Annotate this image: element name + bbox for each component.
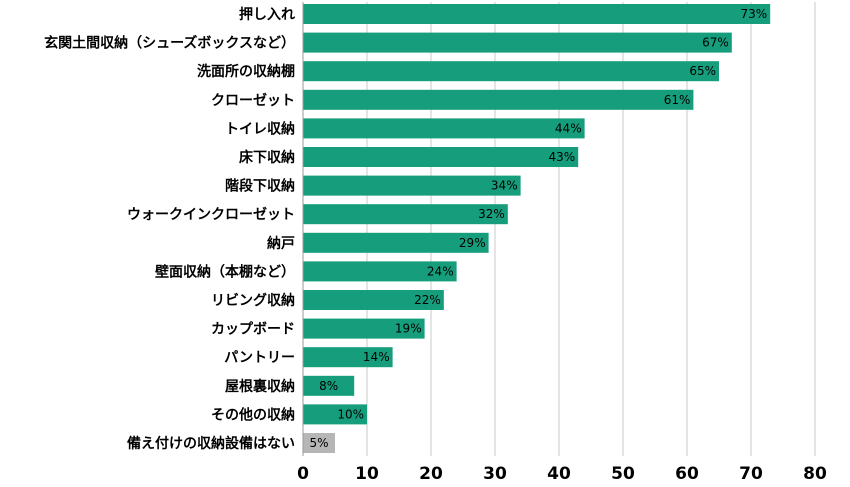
bar (303, 404, 367, 425)
bar (303, 318, 425, 339)
x-tick-label: 20 (419, 464, 443, 483)
x-tick-label: 30 (483, 464, 507, 483)
x-tick-label: 0 (297, 464, 309, 483)
x-tick-label: 70 (739, 464, 763, 483)
category-label: 玄関土間収納（シューズボックスなど） (44, 35, 295, 52)
x-tick-label: 60 (675, 464, 699, 483)
category-label: 押し入れ (239, 6, 295, 23)
bar (303, 32, 732, 53)
category-label: 納戸 (267, 235, 295, 252)
category-label: 壁面収納（本棚など） (155, 263, 295, 280)
data-label: 34% (491, 179, 518, 193)
x-tick-label: 10 (355, 464, 379, 483)
category-label: ウォークインクローゼット (127, 206, 295, 223)
category-label: 屋根裏収納 (225, 378, 295, 395)
data-label: 14% (363, 350, 390, 364)
data-label: 29% (459, 236, 486, 250)
bar (303, 204, 508, 225)
bar (303, 261, 457, 282)
data-labels: 73% 67% 65% 61% 44% 43% 34% 32% 29% 24% 22% 19% 14% 8… (309, 7, 767, 450)
x-tick-label: 50 (611, 464, 635, 483)
data-label: 8% (319, 379, 338, 393)
data-label: 61% (664, 93, 691, 107)
data-label: 67% (702, 36, 729, 50)
data-label: 19% (395, 322, 422, 336)
x-tick-label: 40 (547, 464, 571, 483)
category-label: カップボード (211, 322, 295, 338)
data-label: 43% (549, 150, 576, 164)
category-label: トイレ収納 (225, 120, 295, 137)
bar (303, 61, 719, 82)
bar (303, 347, 393, 368)
category-label: 洗面所の収納棚 (197, 63, 295, 80)
data-label: 44% (555, 121, 582, 135)
category-label: リビング収納 (211, 292, 295, 309)
category-label: 階段下収納 (225, 178, 295, 195)
data-label: 24% (427, 264, 454, 278)
data-label: 10% (337, 407, 364, 421)
bar (303, 433, 335, 453)
data-label: 5% (309, 436, 328, 450)
bar (303, 147, 579, 167)
bars (303, 4, 771, 453)
bar (303, 118, 585, 139)
category-label: 床下収納 (239, 149, 295, 166)
data-label: 73% (741, 7, 768, 21)
bar (303, 375, 355, 396)
bar (303, 175, 521, 196)
x-tick-label: 80 (803, 464, 827, 483)
category-label: その他の収納 (211, 406, 295, 423)
data-label: 22% (414, 293, 441, 307)
bar (303, 4, 771, 24)
data-label: 32% (478, 207, 505, 221)
category-label: クローゼット (211, 92, 295, 109)
bar (303, 290, 444, 310)
bar (303, 232, 489, 253)
data-label: 65% (689, 64, 716, 78)
category-label: 備え付けの収納設備はない (127, 435, 295, 452)
bar (303, 89, 694, 110)
category-label: パントリー (224, 350, 295, 366)
x-axis-ticks: 0 10 20 30 40 50 60 70 80 (297, 464, 827, 484)
